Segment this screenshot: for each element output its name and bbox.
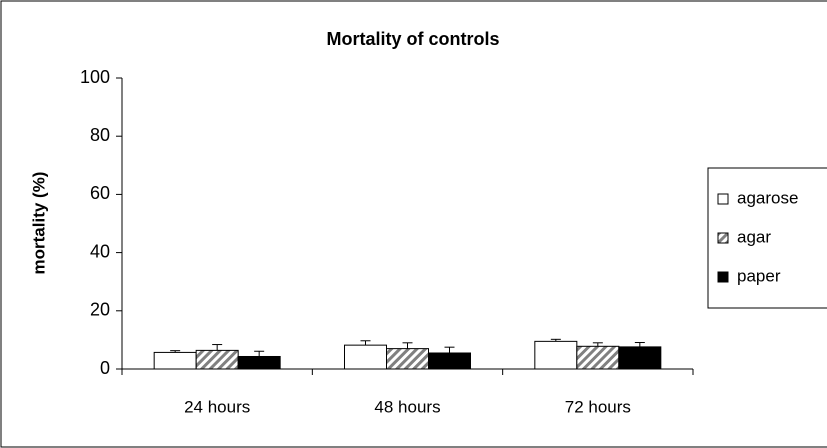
bar (344, 344, 387, 370)
chart-title: Mortality of controls (326, 29, 499, 49)
bar (618, 346, 662, 370)
y-axis-label: mortality (%) (29, 172, 48, 275)
bar (576, 345, 620, 370)
y-tick-label: 60 (90, 183, 110, 203)
x-tick-label: 48 hours (374, 397, 440, 416)
y-tick-label: 80 (90, 125, 110, 145)
y-tick-label: 0 (100, 358, 110, 378)
bar (153, 351, 197, 370)
legend-label: paper (737, 266, 781, 285)
bar (195, 349, 239, 370)
bar (386, 348, 429, 370)
legend-swatch (717, 193, 729, 205)
y-tick-label: 20 (90, 300, 110, 320)
y-tick-label: 40 (90, 241, 110, 261)
legend-label: agar (737, 227, 771, 246)
bar (534, 340, 578, 370)
y-tick-label: 100 (80, 67, 110, 87)
bar (428, 352, 471, 370)
x-tick-label: 72 hours (565, 397, 631, 416)
bar (237, 355, 281, 370)
legend-swatch (717, 271, 729, 283)
legend-label: agarose (737, 188, 798, 207)
x-tick-label: 24 hours (184, 397, 250, 416)
legend-swatch (717, 232, 729, 244)
